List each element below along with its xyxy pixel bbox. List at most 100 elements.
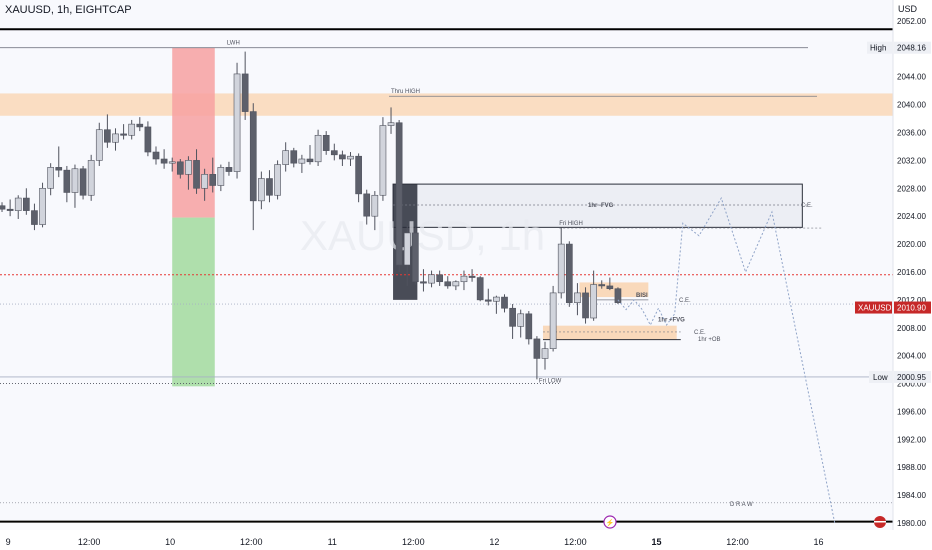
candle[interactable]: [258, 178, 265, 202]
candle[interactable]: [14, 197, 22, 211]
candle[interactable]: [112, 133, 119, 143]
candle[interactable]: [549, 292, 557, 349]
candle[interactable]: [444, 281, 452, 287]
candle[interactable]: [241, 73, 249, 112]
symbol-header[interactable]: XAUUSD, 1h, EIGHTCAP: [5, 4, 132, 16]
candle[interactable]: [152, 151, 160, 160]
candle[interactable]: [306, 158, 314, 163]
candle[interactable]: [468, 275, 476, 278]
x-tick-label: 12:00: [564, 537, 587, 547]
candle[interactable]: [590, 284, 597, 319]
candle[interactable]: [339, 154, 346, 160]
candle[interactable]: [87, 160, 95, 196]
y-tick-label: 2000.00: [897, 380, 926, 389]
candle[interactable]: [606, 285, 614, 290]
candle[interactable]: [63, 169, 71, 193]
candle[interactable]: [525, 313, 533, 340]
y-tick-label: 2024.00: [897, 212, 926, 221]
candle[interactable]: [387, 122, 395, 126]
annotation-fvg-bull: 1hr +FVG: [658, 317, 685, 323]
flag-stripe: [874, 521, 886, 523]
candle[interactable]: [39, 187, 46, 225]
candle[interactable]: [403, 232, 411, 266]
candle[interactable]: [120, 133, 127, 136]
candle[interactable]: [282, 150, 290, 165]
annotation-thru-high: Thru HIGH: [391, 89, 420, 95]
candle[interactable]: [104, 129, 111, 143]
candle[interactable]: [582, 292, 589, 319]
candle[interactable]: [168, 161, 176, 164]
candle[interactable]: [412, 232, 419, 283]
candle[interactable]: [225, 167, 233, 172]
candle[interactable]: [574, 292, 581, 303]
candle[interactable]: [436, 274, 443, 283]
candle[interactable]: [298, 158, 306, 164]
candle[interactable]: [47, 167, 54, 189]
y-tick-label: 1984.00: [897, 491, 926, 500]
candle[interactable]: [290, 150, 298, 164]
y-tick-label: 1996.00: [897, 407, 926, 416]
candle[interactable]: [501, 296, 508, 309]
candle[interactable]: [266, 178, 273, 196]
last-price-value-box: [894, 301, 931, 314]
high-label-box: [867, 41, 893, 54]
candle[interactable]: [330, 150, 338, 156]
candle[interactable]: [395, 122, 403, 266]
bearish-fvg-box: [392, 183, 803, 228]
candle[interactable]: [614, 288, 622, 303]
annotation-ce-upper: C.E.: [801, 203, 813, 209]
candle[interactable]: [31, 210, 38, 225]
candle[interactable]: [217, 167, 225, 186]
candle[interactable]: [144, 126, 152, 153]
candle[interactable]: [193, 160, 200, 189]
candle[interactable]: [420, 281, 427, 284]
candle[interactable]: [136, 123, 144, 128]
candle[interactable]: [509, 307, 516, 327]
candle[interactable]: [452, 281, 460, 287]
candle[interactable]: [379, 125, 387, 196]
candle[interactable]: [493, 296, 500, 302]
candle[interactable]: [541, 348, 549, 359]
candle[interactable]: [598, 284, 606, 287]
candle[interactable]: [0, 205, 6, 210]
candle[interactable]: [95, 129, 103, 161]
candle[interactable]: [484, 299, 492, 302]
candle[interactable]: [233, 73, 241, 172]
low-label-box: [869, 370, 893, 383]
candle[interactable]: [22, 197, 30, 211]
candle[interactable]: [209, 174, 217, 186]
candle[interactable]: [355, 155, 362, 195]
candle[interactable]: [160, 158, 168, 164]
candle[interactable]: [128, 123, 136, 136]
candle[interactable]: [55, 167, 63, 171]
candle[interactable]: [314, 134, 322, 163]
candle[interactable]: [176, 161, 184, 175]
candle[interactable]: [71, 168, 79, 193]
candle[interactable]: [371, 194, 379, 217]
y-tick-label: 1992.00: [897, 435, 926, 444]
candle[interactable]: [460, 275, 468, 283]
candle[interactable]: [79, 168, 87, 196]
y-tick-label: 1988.00: [897, 463, 926, 472]
candle[interactable]: [201, 174, 208, 189]
x-tick-label: 10: [165, 537, 175, 547]
candle[interactable]: [347, 155, 354, 160]
candle[interactable]: [274, 164, 281, 196]
lightning-icon: ⚡: [606, 518, 615, 527]
y-tick-label: 2036.00: [897, 129, 926, 138]
candle[interactable]: [322, 134, 330, 151]
candle[interactable]: [517, 313, 525, 327]
annotation-fri-low: Fri LOW: [539, 379, 562, 385]
candle[interactable]: [185, 160, 192, 175]
candle[interactable]: [533, 338, 541, 359]
ob-box: [542, 325, 677, 340]
economic-event-icon[interactable]: [603, 515, 617, 529]
candle[interactable]: [428, 274, 435, 284]
candle[interactable]: [557, 243, 565, 294]
candle[interactable]: [6, 208, 14, 211]
candle[interactable]: [565, 243, 573, 303]
candle[interactable]: [476, 277, 484, 301]
candle[interactable]: [363, 193, 371, 217]
candle[interactable]: [249, 111, 257, 202]
